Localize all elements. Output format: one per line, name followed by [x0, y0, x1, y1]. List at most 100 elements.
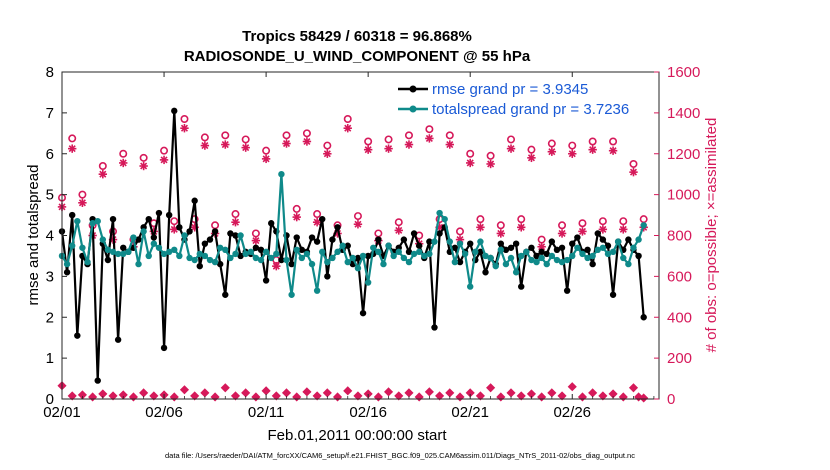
- obs-star-stroke: [629, 168, 638, 176]
- rmse-point: [635, 252, 642, 260]
- totalspread-point: [584, 254, 591, 262]
- totalspread-point: [492, 262, 499, 270]
- rmse-point: [609, 291, 617, 298]
- rmse-point: [558, 244, 566, 251]
- rmse-point: [569, 240, 576, 247]
- totalspread-point: [538, 254, 545, 262]
- obs-star-stroke: [201, 142, 209, 150]
- y-right-tick-label: 1000: [667, 187, 700, 204]
- rmse-point: [410, 230, 418, 237]
- totalspread-point: [349, 254, 357, 262]
- obs-low-count-marker: [67, 391, 77, 401]
- rmse-point: [426, 238, 433, 245]
- y-left-tick-label: 1: [46, 350, 54, 367]
- obs-star-stroke: [160, 156, 168, 164]
- rmse-point: [201, 240, 209, 247]
- rmse-point: [155, 209, 163, 217]
- rmse-point: [135, 236, 142, 243]
- obs-possible-marker: [78, 190, 87, 199]
- rmse-point: [456, 258, 464, 266]
- rmse-point: [553, 246, 561, 254]
- rmse-point: [237, 252, 244, 260]
- obs-assimilated-marker: [159, 155, 169, 165]
- rmse-point: [94, 377, 101, 384]
- obs-possible-marker: [425, 125, 434, 134]
- totalspread-point: [512, 269, 520, 276]
- obs-star-stroke: [221, 141, 229, 149]
- totalspread-point: [375, 248, 382, 256]
- rmse-point: [451, 244, 459, 251]
- obs-star-stroke: [68, 145, 76, 153]
- totalspread-point: [120, 250, 127, 258]
- obs-low-count-marker: [383, 387, 394, 397]
- obs-possible-marker: [384, 135, 393, 144]
- obs-low-count-marker: [190, 391, 200, 401]
- rmse-point: [191, 197, 198, 204]
- rmse-point: [543, 250, 550, 258]
- obs-star-stroke: [609, 147, 617, 155]
- rmse-point: [74, 332, 81, 339]
- obs-possible-marker: [558, 221, 567, 230]
- obs-assimilated-marker: [139, 161, 148, 171]
- rmse-point: [431, 324, 438, 331]
- obs-star-stroke: [78, 199, 86, 207]
- obs-low-count-marker: [516, 391, 526, 401]
- rmse-point: [467, 240, 474, 247]
- rmse-point: [313, 238, 321, 245]
- obs-star-stroke: [487, 160, 495, 168]
- obs-possible-marker: [221, 131, 230, 140]
- obs-low-count-marker: [628, 383, 639, 393]
- rmse-point: [502, 246, 510, 254]
- obs-possible-marker: [160, 146, 169, 155]
- totalspread-point: [74, 217, 81, 225]
- rmse-point: [482, 269, 489, 276]
- obs-star-stroke: [497, 229, 505, 237]
- obs-assimilated-marker: [302, 137, 312, 146]
- rmse-point: [257, 246, 265, 254]
- obs-possible-marker: [231, 210, 240, 219]
- totalspread-point: [206, 256, 214, 264]
- rmse-point: [186, 228, 193, 235]
- totalspread-point: [216, 244, 224, 251]
- rmse-point: [589, 260, 596, 268]
- obs-assimilated-marker: [476, 223, 485, 232]
- obs-low-count-marker: [149, 391, 159, 401]
- totalspread-point: [507, 254, 515, 262]
- obs-possible-marker: [476, 215, 485, 224]
- obs-possible-marker: [455, 227, 464, 236]
- obs-possible-marker: [282, 131, 291, 140]
- rmse-point: [599, 236, 607, 243]
- x-tick-label: 02/11: [248, 404, 284, 421]
- rmse-point: [104, 256, 112, 264]
- rmse-point: [548, 238, 556, 245]
- rmse-point: [206, 236, 214, 243]
- rmse-point: [114, 336, 122, 343]
- obs-low-count-marker: [475, 391, 485, 401]
- obs-assimilated-marker: [537, 242, 546, 251]
- totalspread-point: [609, 248, 617, 256]
- rmse-point: [278, 256, 285, 264]
- totalspread-point: [160, 250, 168, 258]
- obs-low-count-marker: [424, 387, 434, 397]
- rmse-point: [165, 211, 173, 219]
- totalspread-point: [405, 258, 413, 266]
- obs-possible-marker: [139, 153, 148, 162]
- totalspread-point: [359, 252, 367, 260]
- rmse-point: [268, 220, 275, 227]
- obs-low-count-marker: [598, 391, 608, 401]
- totalspread-point: [533, 258, 540, 266]
- totalspread-point: [502, 260, 510, 268]
- rmse-point: [160, 344, 168, 352]
- y-left-tick-label: 8: [46, 64, 54, 81]
- y-right-tick-label: 1200: [667, 146, 700, 163]
- totalspread-point: [579, 250, 586, 258]
- obs-possible-marker: [507, 135, 516, 144]
- totalspread-point: [145, 252, 152, 260]
- totalspread-point: [528, 256, 535, 264]
- obs-star-stroke: [252, 237, 260, 245]
- obs-assimilated-marker: [588, 145, 597, 154]
- totalspread-point: [574, 244, 581, 251]
- obs-star-stroke: [180, 124, 188, 132]
- totalspread-point: [324, 258, 331, 266]
- x-tick-label: 02/01: [43, 404, 81, 421]
